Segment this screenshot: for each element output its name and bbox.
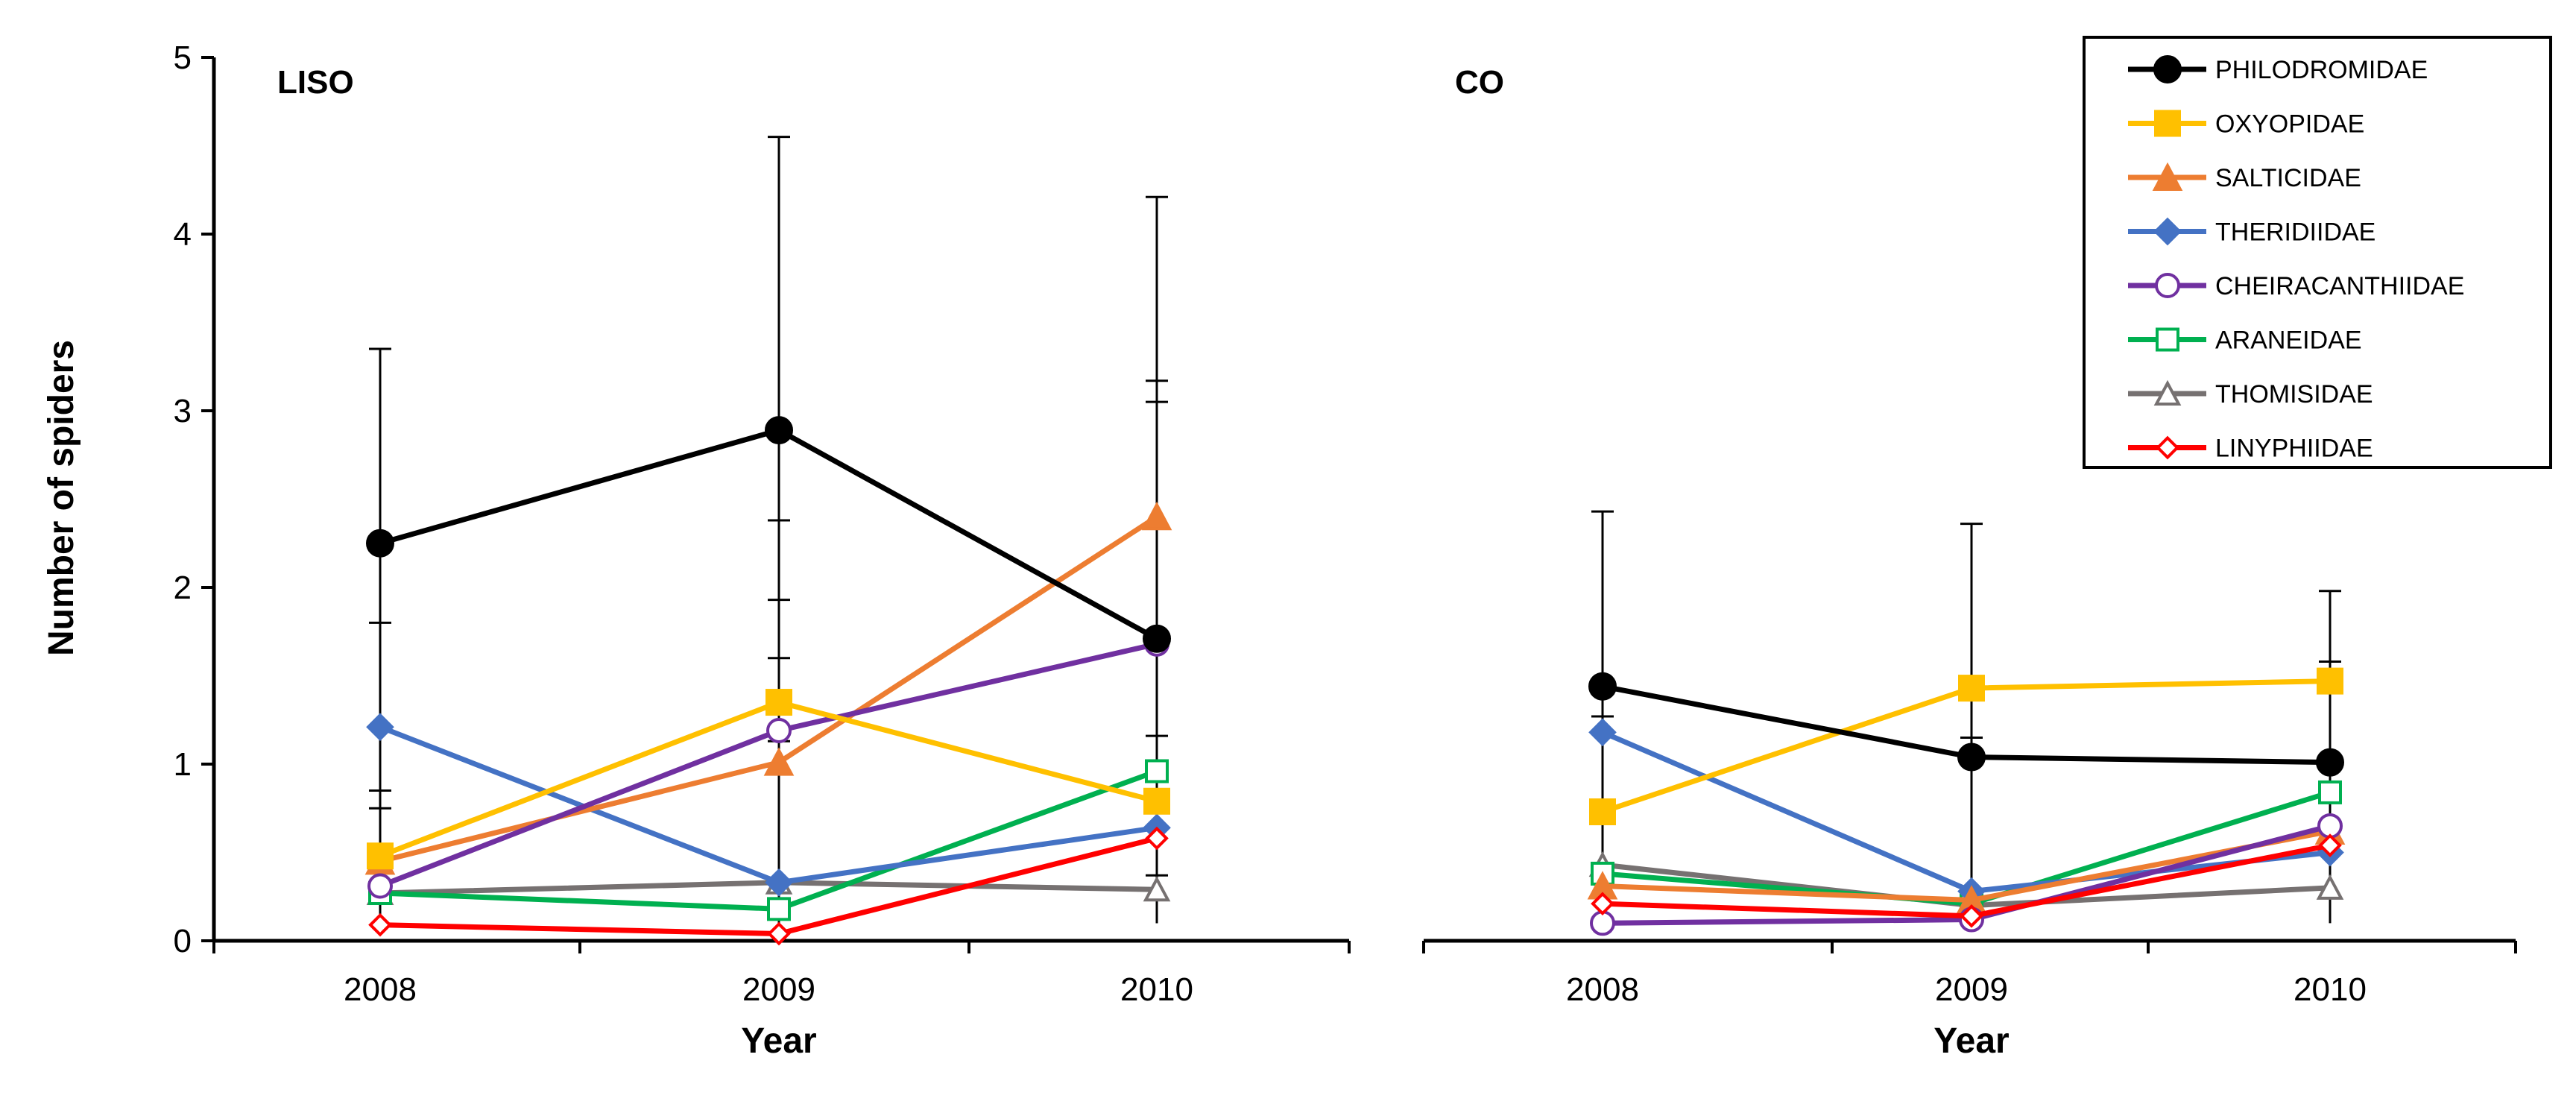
legend-item-theridiidae: THERIDIIDAE — [2128, 217, 2375, 247]
panel-liso-theridiidae-point — [366, 713, 394, 742]
panel-co-linyphiidae-point — [1591, 892, 1614, 916]
legend-marker — [2152, 162, 2183, 191]
panel-liso-linyphiidae-point — [1145, 826, 1169, 851]
panel-liso-x-tick-label: 2008 — [344, 971, 417, 1008]
panel-co-label: CO — [1455, 64, 1504, 101]
panel-co-oxyopidae-point — [2317, 667, 2343, 695]
legend-label: SALTICIDAE — [2215, 164, 2361, 192]
panel-liso-x-tick-label: 2009 — [742, 971, 815, 1008]
legend: PHILODROMIDAE OXYOPIDAE SALTICIDAE THERIDII… — [2083, 36, 2552, 469]
legend-item-philodromidae: PHILODROMIDAE — [2128, 55, 2428, 84]
panel-liso-cheiracanthiidae-point — [367, 873, 393, 899]
panel-liso-label: LISO — [277, 64, 354, 101]
text-layer: Number of spiders 0 1 2 3 4 5 2008 2009 2010 Year… — [42, 40, 2367, 1061]
panel-liso-philodromidae-point — [765, 416, 793, 445]
panel-liso-philodromidae-point — [1143, 624, 1171, 653]
panel-co-theridiidae-point — [1588, 718, 1617, 747]
panel-co-philodromidae-point — [2316, 748, 2344, 777]
panel-liso-cheiracanthiidae-point — [766, 717, 792, 743]
panel-liso-thomisidae-point — [1143, 876, 1171, 902]
panel-co-x-axis-title: Year — [1933, 1021, 2009, 1061]
panel-liso-oxyopidae-point — [1143, 787, 1170, 815]
legend-label: PHILODROMIDAE — [2215, 56, 2428, 84]
legend-item-thomisidae: THOMISIDAE — [2128, 379, 2373, 409]
panel-co-x-tick-label: 2008 — [1566, 971, 1639, 1008]
legend-item-araneidae: ARANEIDAE — [2128, 327, 2362, 355]
legend-item-salticidae: SALTICIDAE — [2128, 162, 2361, 192]
legend-label: ARANEIDAE — [2215, 327, 2362, 355]
legend-item-oxyopidae: OXYOPIDAE — [2128, 110, 2364, 139]
legend-label: CHEIRACANTHIIDAE — [2215, 272, 2464, 300]
legend-marker — [2153, 379, 2182, 406]
y-tick-label: 3 — [174, 393, 192, 429]
panel-co-philodromidae-point — [1588, 672, 1617, 701]
panel-liso-araneidae-point — [1145, 759, 1169, 783]
panel-liso-salticidae-point — [763, 747, 795, 776]
panel-liso-theridiidae-point — [765, 868, 793, 897]
y-tick-label: 0 — [174, 923, 192, 959]
panel-liso-oxyopidae-point — [765, 689, 792, 716]
panel-co-x-tick-label: 2010 — [2294, 971, 2367, 1008]
legend-marker — [2156, 435, 2179, 460]
panel-co-oxyopidae-point — [1589, 798, 1616, 825]
y-tick-label: 4 — [174, 216, 192, 253]
y-tick-label: 5 — [174, 40, 192, 76]
panel-liso-salticidae-point — [1141, 501, 1172, 531]
panel-liso-araneidae-point — [767, 897, 791, 921]
panel-co-araneidae-point — [2318, 780, 2342, 804]
panel-co-x-tick-label: 2009 — [1935, 971, 2008, 1008]
legend-label: THERIDIIDAE — [2215, 218, 2375, 247]
legend-item-cheiracanthiidae: CHEIRACANTHIIDAE — [2128, 272, 2464, 300]
y-axis-title: Number of spiders — [42, 340, 81, 656]
panel-co-thomisidae-point — [2316, 874, 2344, 900]
panel-liso-oxyopidae-point — [367, 842, 394, 870]
legend-marker — [2153, 55, 2182, 83]
panel-liso-theridiidae-line — [379, 724, 1158, 886]
legend-label: OXYOPIDAE — [2215, 110, 2364, 139]
legend-marker — [2156, 327, 2179, 352]
panel-liso-linyphiidae-point — [368, 912, 392, 937]
legend-item-linyphiidae: LINYPHIIDAE — [2128, 435, 2373, 463]
panel-liso-philodromidae-line — [379, 427, 1158, 641]
legend-marker — [2153, 217, 2182, 246]
panel-liso-linyphiidae-point — [767, 921, 791, 946]
series-layer — [364, 416, 2346, 946]
panel-liso-philodromidae-point — [366, 529, 394, 558]
errorbar-layer — [369, 136, 2341, 924]
panel-co-philodromidae-point — [1957, 742, 1986, 772]
y-tick-label: 1 — [174, 746, 192, 783]
panel-co-linyphiidae-point — [1960, 904, 1983, 928]
panel-liso-x-axis-title: Year — [741, 1021, 816, 1061]
legend-label: LINYPHIIDAE — [2215, 435, 2373, 463]
legend-marker — [2155, 273, 2180, 298]
panel-co-oxyopidae-point — [1958, 675, 1985, 702]
panel-co-linyphiidae-point — [2318, 833, 2342, 857]
y-tick-label: 2 — [174, 570, 192, 606]
legend-marker — [2154, 110, 2181, 137]
panel-liso-x-tick-label: 2010 — [1120, 971, 1193, 1008]
legend-label: THOMISIDAE — [2215, 380, 2373, 409]
